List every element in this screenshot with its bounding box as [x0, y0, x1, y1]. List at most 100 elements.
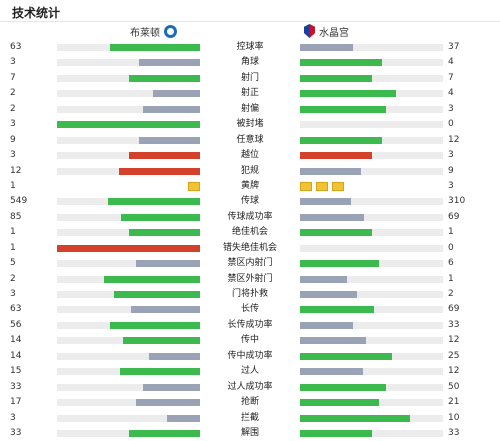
home-bar-track — [57, 229, 200, 237]
away-bar-track — [300, 90, 443, 98]
home-bar-track — [57, 414, 200, 422]
away-bar-track — [300, 352, 443, 360]
stat-label: 越位 — [240, 150, 259, 161]
home-bar-track — [57, 291, 200, 298]
yellow-card-icon — [188, 181, 200, 191]
home-bar — [118, 167, 200, 175]
stat-row: 2 射偏 3 — [0, 102, 500, 117]
stat-row: 14 传中成功率 25 — [0, 349, 500, 364]
home-bar-track — [57, 90, 200, 98]
away-value: 2 — [448, 289, 454, 299]
away-bar-track — [300, 74, 443, 82]
stat-row: 3 越位 3 — [0, 148, 500, 163]
away-bar — [300, 352, 392, 360]
away-team-name: 水晶宫 — [319, 27, 349, 39]
home-value: 33 — [10, 381, 22, 392]
home-value: 3 — [10, 412, 16, 423]
home-bar-track — [57, 44, 200, 51]
away-bar-track — [300, 44, 443, 51]
away-value: 0 — [448, 119, 454, 130]
home-bar-track — [57, 429, 200, 437]
away-value: 310 — [448, 196, 466, 207]
home-value: 3 — [10, 289, 16, 299]
header-divider — [0, 21, 500, 22]
brighton-badge-icon — [164, 24, 177, 38]
home-bar — [57, 244, 200, 252]
away-value: 12 — [448, 366, 460, 377]
away-bar-track — [300, 383, 443, 391]
stat-label: 过人 — [240, 366, 259, 377]
stat-label: 绝佳机会 — [231, 227, 268, 238]
stat-label: 黄牌 — [240, 180, 259, 191]
home-value: 1 — [10, 180, 16, 191]
away-value: 4 — [448, 57, 454, 68]
home-bar — [114, 291, 200, 298]
stat-row: 85 传球成功率 69 — [0, 210, 500, 225]
stat-row: 1 绝佳机会 1 — [0, 225, 500, 240]
away-value: 6 — [448, 258, 454, 269]
home-bar — [167, 414, 200, 422]
stat-label: 传球成功率 — [227, 211, 273, 222]
page-title: 技术统计 — [12, 6, 61, 20]
home-value: 14 — [10, 335, 22, 346]
away-bar-track — [300, 306, 443, 314]
home-value: 2 — [10, 273, 16, 284]
home-bar — [122, 337, 200, 345]
away-bar — [300, 337, 366, 345]
home-value: 12 — [10, 165, 22, 176]
away-bar — [300, 414, 411, 422]
away-bar-track — [300, 260, 443, 268]
home-bar — [138, 136, 200, 144]
stat-row: 63 控球率 37 — [0, 40, 500, 55]
stat-row: 3 拦截 10 — [0, 411, 500, 426]
home-value: 3 — [10, 57, 16, 68]
home-value: 85 — [10, 211, 22, 222]
yellow-card-icon — [316, 181, 328, 191]
home-bar — [104, 275, 200, 283]
away-bar-track — [300, 213, 443, 221]
home-team-name: 布莱顿 — [130, 27, 160, 39]
away-value: 37 — [448, 42, 460, 52]
home-bar — [109, 44, 200, 51]
stat-row: 3 被封堵 0 — [0, 117, 500, 132]
stat-row: 5 禁区内射门 6 — [0, 256, 500, 271]
home-bar — [109, 321, 200, 329]
away-bar-track — [300, 136, 443, 144]
home-bar — [128, 429, 200, 437]
stat-label: 犯规 — [240, 165, 259, 176]
stat-row: 9 任意球 12 — [0, 133, 500, 148]
stat-row: 1 黄牌 3 — [0, 179, 500, 194]
home-value: 2 — [10, 88, 16, 99]
home-value: 56 — [10, 319, 22, 330]
home-value: 3 — [10, 119, 16, 130]
away-bar — [300, 105, 386, 113]
stat-row: 56 长传成功率 33 — [0, 318, 500, 333]
yellow-card-icon — [300, 181, 312, 191]
home-value: 63 — [10, 304, 22, 315]
home-bar-track — [57, 368, 200, 376]
home-value: 2 — [10, 103, 16, 114]
away-value: 3 — [448, 180, 454, 191]
stats-list: 63 控球率 37 3 角球 4 7 射门 7 2 射正 4 2 射偏 3 3 被封堵 0 9 任意球 12 3 越位 3 12… — [0, 40, 500, 441]
away-value: 33 — [448, 319, 460, 330]
home-bar-track — [57, 383, 200, 391]
home-bar-track — [57, 198, 200, 206]
away-bar-track — [300, 368, 443, 376]
away-bar-track — [300, 429, 443, 437]
stat-label: 射门 — [240, 72, 259, 83]
yellow-card-icon — [332, 181, 344, 191]
away-bar-track — [300, 414, 443, 422]
home-bar-track — [57, 152, 200, 160]
away-value: 3 — [448, 150, 454, 161]
home-bar-track — [57, 136, 200, 144]
away-value: 7 — [448, 72, 454, 83]
home-bar-track — [57, 399, 200, 407]
away-value: 3 — [448, 103, 454, 114]
away-bar — [300, 74, 372, 82]
stat-label: 过人成功率 — [227, 381, 273, 392]
away-bar — [300, 213, 365, 221]
away-value: 69 — [448, 304, 460, 315]
away-bar-track — [300, 291, 443, 298]
away-bar-track — [300, 321, 443, 329]
home-bar-track — [57, 352, 200, 360]
